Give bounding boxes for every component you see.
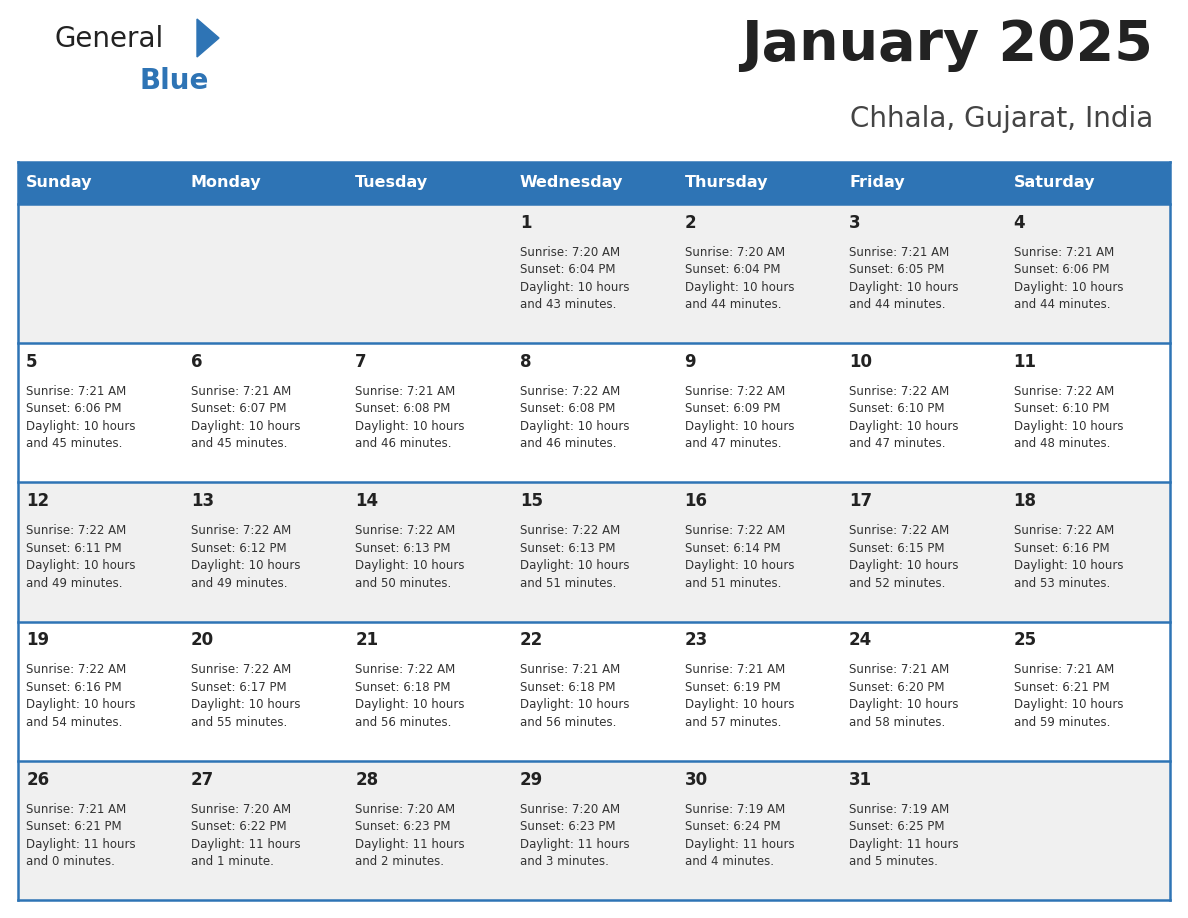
Bar [18,761,1170,900]
Bar [18,621,1170,761]
Bar [676,162,841,204]
Text: 13: 13 [191,492,214,510]
Text: 17: 17 [849,492,872,510]
Text: 16: 16 [684,492,708,510]
Text: Sunrise: 7:22 AM
Sunset: 6:17 PM
Daylight: 10 hours
and 55 minutes.: Sunrise: 7:22 AM Sunset: 6:17 PM Dayligh… [191,664,301,729]
Text: Sunrise: 7:21 AM
Sunset: 6:20 PM
Daylight: 10 hours
and 58 minutes.: Sunrise: 7:21 AM Sunset: 6:20 PM Dayligh… [849,664,959,729]
Text: 3: 3 [849,214,861,231]
Text: Sunrise: 7:22 AM
Sunset: 6:09 PM
Daylight: 10 hours
and 47 minutes.: Sunrise: 7:22 AM Sunset: 6:09 PM Dayligh… [684,385,794,451]
Text: 31: 31 [849,770,872,789]
Text: 27: 27 [191,770,214,789]
Text: 28: 28 [355,770,379,789]
Text: Chhala, Gujarat, India: Chhala, Gujarat, India [849,105,1154,133]
Text: General: General [55,25,164,53]
Text: 15: 15 [520,492,543,510]
Text: Sunrise: 7:21 AM
Sunset: 6:19 PM
Daylight: 10 hours
and 57 minutes.: Sunrise: 7:21 AM Sunset: 6:19 PM Dayligh… [684,664,794,729]
Bar [183,162,347,204]
Text: Sunrise: 7:22 AM
Sunset: 6:12 PM
Daylight: 10 hours
and 49 minutes.: Sunrise: 7:22 AM Sunset: 6:12 PM Dayligh… [191,524,301,589]
Text: Sunrise: 7:21 AM
Sunset: 6:06 PM
Daylight: 10 hours
and 44 minutes.: Sunrise: 7:21 AM Sunset: 6:06 PM Dayligh… [1013,246,1123,311]
Text: Sunrise: 7:19 AM
Sunset: 6:24 PM
Daylight: 11 hours
and 4 minutes.: Sunrise: 7:19 AM Sunset: 6:24 PM Dayligh… [684,802,794,868]
Text: Sunrise: 7:21 AM
Sunset: 6:06 PM
Daylight: 10 hours
and 45 minutes.: Sunrise: 7:21 AM Sunset: 6:06 PM Dayligh… [26,385,135,451]
Text: 7: 7 [355,353,367,371]
Text: Sunrise: 7:20 AM
Sunset: 6:23 PM
Daylight: 11 hours
and 3 minutes.: Sunrise: 7:20 AM Sunset: 6:23 PM Dayligh… [520,802,630,868]
Text: Tuesday: Tuesday [355,175,429,191]
Text: Sunrise: 7:21 AM
Sunset: 6:07 PM
Daylight: 10 hours
and 45 minutes.: Sunrise: 7:21 AM Sunset: 6:07 PM Dayligh… [191,385,301,451]
Text: Blue: Blue [140,67,209,95]
Text: Sunrise: 7:22 AM
Sunset: 6:10 PM
Daylight: 10 hours
and 48 minutes.: Sunrise: 7:22 AM Sunset: 6:10 PM Dayligh… [1013,385,1123,451]
Text: 9: 9 [684,353,696,371]
Text: Saturday: Saturday [1013,175,1095,191]
Text: Sunrise: 7:22 AM
Sunset: 6:11 PM
Daylight: 10 hours
and 49 minutes.: Sunrise: 7:22 AM Sunset: 6:11 PM Dayligh… [26,524,135,589]
Text: Friday: Friday [849,175,905,191]
Text: 6: 6 [191,353,202,371]
Text: Sunrise: 7:22 AM
Sunset: 6:18 PM
Daylight: 10 hours
and 56 minutes.: Sunrise: 7:22 AM Sunset: 6:18 PM Dayligh… [355,664,465,729]
Text: 24: 24 [849,632,872,649]
Text: 1: 1 [520,214,531,231]
Text: 2: 2 [684,214,696,231]
Text: Sunrise: 7:21 AM
Sunset: 6:05 PM
Daylight: 10 hours
and 44 minutes.: Sunrise: 7:21 AM Sunset: 6:05 PM Dayligh… [849,246,959,311]
Text: 21: 21 [355,632,379,649]
Text: Sunrise: 7:22 AM
Sunset: 6:13 PM
Daylight: 10 hours
and 51 minutes.: Sunrise: 7:22 AM Sunset: 6:13 PM Dayligh… [520,524,630,589]
Text: Sunrise: 7:20 AM
Sunset: 6:22 PM
Daylight: 11 hours
and 1 minute.: Sunrise: 7:20 AM Sunset: 6:22 PM Dayligh… [191,802,301,868]
Text: Sunrise: 7:21 AM
Sunset: 6:21 PM
Daylight: 11 hours
and 0 minutes.: Sunrise: 7:21 AM Sunset: 6:21 PM Dayligh… [26,802,135,868]
Text: Sunrise: 7:22 AM
Sunset: 6:14 PM
Daylight: 10 hours
and 51 minutes.: Sunrise: 7:22 AM Sunset: 6:14 PM Dayligh… [684,524,794,589]
Text: Sunrise: 7:22 AM
Sunset: 6:10 PM
Daylight: 10 hours
and 47 minutes.: Sunrise: 7:22 AM Sunset: 6:10 PM Dayligh… [849,385,959,451]
Bar [18,482,1170,621]
Text: 4: 4 [1013,214,1025,231]
Text: 25: 25 [1013,632,1037,649]
Bar [18,343,1170,482]
Text: Sunrise: 7:21 AM
Sunset: 6:18 PM
Daylight: 10 hours
and 56 minutes.: Sunrise: 7:21 AM Sunset: 6:18 PM Dayligh… [520,664,630,729]
Text: 22: 22 [520,632,543,649]
Text: January 2025: January 2025 [741,18,1154,72]
Text: Sunrise: 7:19 AM
Sunset: 6:25 PM
Daylight: 11 hours
and 5 minutes.: Sunrise: 7:19 AM Sunset: 6:25 PM Dayligh… [849,802,959,868]
Text: Sunrise: 7:22 AM
Sunset: 6:16 PM
Daylight: 10 hours
and 54 minutes.: Sunrise: 7:22 AM Sunset: 6:16 PM Dayligh… [26,664,135,729]
Text: 10: 10 [849,353,872,371]
Text: Sunrise: 7:22 AM
Sunset: 6:13 PM
Daylight: 10 hours
and 50 minutes.: Sunrise: 7:22 AM Sunset: 6:13 PM Dayligh… [355,524,465,589]
Text: 11: 11 [1013,353,1037,371]
Text: Sunrise: 7:21 AM
Sunset: 6:21 PM
Daylight: 10 hours
and 59 minutes.: Sunrise: 7:21 AM Sunset: 6:21 PM Dayligh… [1013,664,1123,729]
Bar [18,204,1170,343]
Bar [841,162,1005,204]
Text: Sunrise: 7:22 AM
Sunset: 6:08 PM
Daylight: 10 hours
and 46 minutes.: Sunrise: 7:22 AM Sunset: 6:08 PM Dayligh… [520,385,630,451]
Text: 19: 19 [26,632,50,649]
Bar [512,162,676,204]
Polygon shape [197,19,219,57]
Text: Sunrise: 7:22 AM
Sunset: 6:15 PM
Daylight: 10 hours
and 52 minutes.: Sunrise: 7:22 AM Sunset: 6:15 PM Dayligh… [849,524,959,589]
Text: 5: 5 [26,353,38,371]
Bar [1005,162,1170,204]
Text: Sunrise: 7:20 AM
Sunset: 6:23 PM
Daylight: 11 hours
and 2 minutes.: Sunrise: 7:20 AM Sunset: 6:23 PM Dayligh… [355,802,465,868]
Text: Sunday: Sunday [26,175,93,191]
Text: Sunrise: 7:20 AM
Sunset: 6:04 PM
Daylight: 10 hours
and 44 minutes.: Sunrise: 7:20 AM Sunset: 6:04 PM Dayligh… [684,246,794,311]
Text: 23: 23 [684,632,708,649]
Text: 12: 12 [26,492,50,510]
Text: 8: 8 [520,353,531,371]
Text: 29: 29 [520,770,543,789]
Bar [347,162,512,204]
Text: Sunrise: 7:21 AM
Sunset: 6:08 PM
Daylight: 10 hours
and 46 minutes.: Sunrise: 7:21 AM Sunset: 6:08 PM Dayligh… [355,385,465,451]
Text: Thursday: Thursday [684,175,767,191]
Text: Sunrise: 7:20 AM
Sunset: 6:04 PM
Daylight: 10 hours
and 43 minutes.: Sunrise: 7:20 AM Sunset: 6:04 PM Dayligh… [520,246,630,311]
Text: Monday: Monday [191,175,261,191]
Text: Wednesday: Wednesday [520,175,624,191]
Text: 26: 26 [26,770,50,789]
Text: 14: 14 [355,492,379,510]
Text: 20: 20 [191,632,214,649]
Text: 18: 18 [1013,492,1037,510]
Bar [18,162,183,204]
Text: 30: 30 [684,770,708,789]
Text: Sunrise: 7:22 AM
Sunset: 6:16 PM
Daylight: 10 hours
and 53 minutes.: Sunrise: 7:22 AM Sunset: 6:16 PM Dayligh… [1013,524,1123,589]
